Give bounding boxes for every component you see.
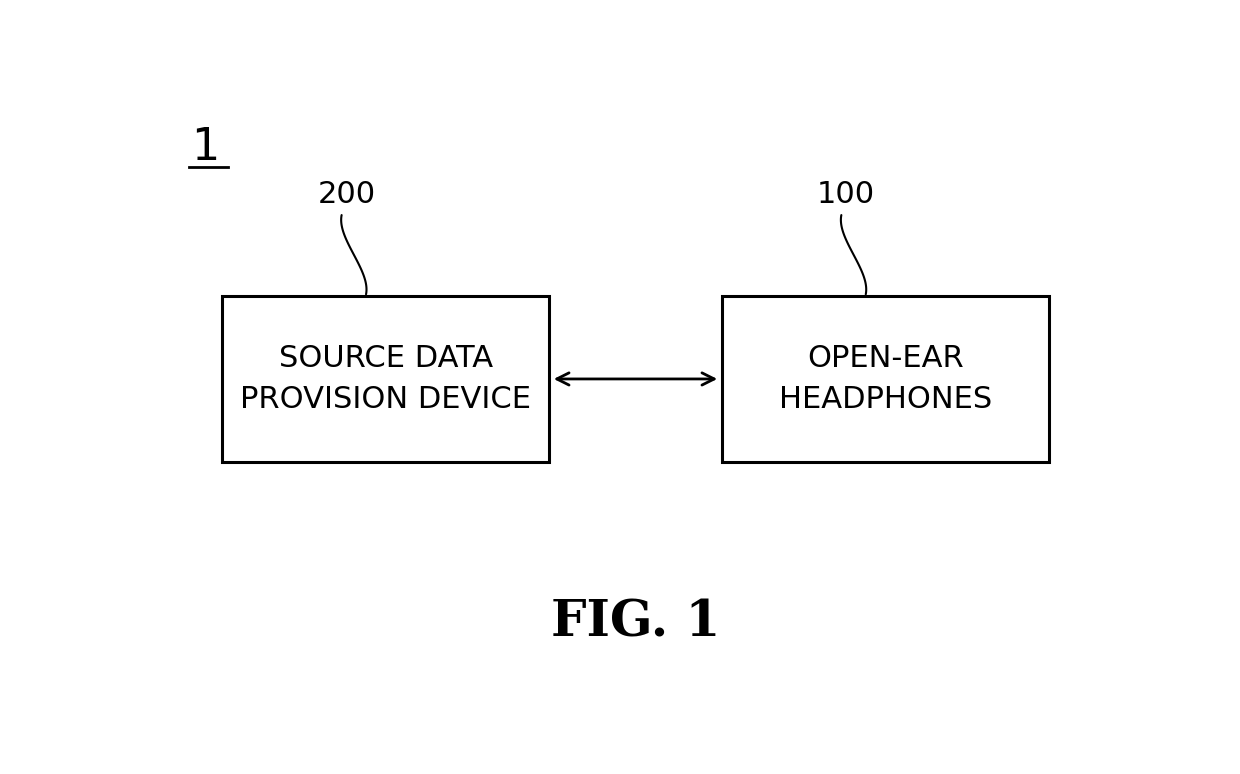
Text: 1: 1 xyxy=(191,125,219,169)
Text: 100: 100 xyxy=(817,180,875,209)
Bar xyxy=(722,296,1049,462)
Text: SOURCE DATA
PROVISION DEVICE: SOURCE DATA PROVISION DEVICE xyxy=(241,344,531,413)
Bar xyxy=(222,296,549,462)
Text: OPEN-EAR
HEADPHONES: OPEN-EAR HEADPHONES xyxy=(779,344,992,413)
Text: 200: 200 xyxy=(317,180,376,209)
Text: FIG. 1: FIG. 1 xyxy=(551,599,720,648)
